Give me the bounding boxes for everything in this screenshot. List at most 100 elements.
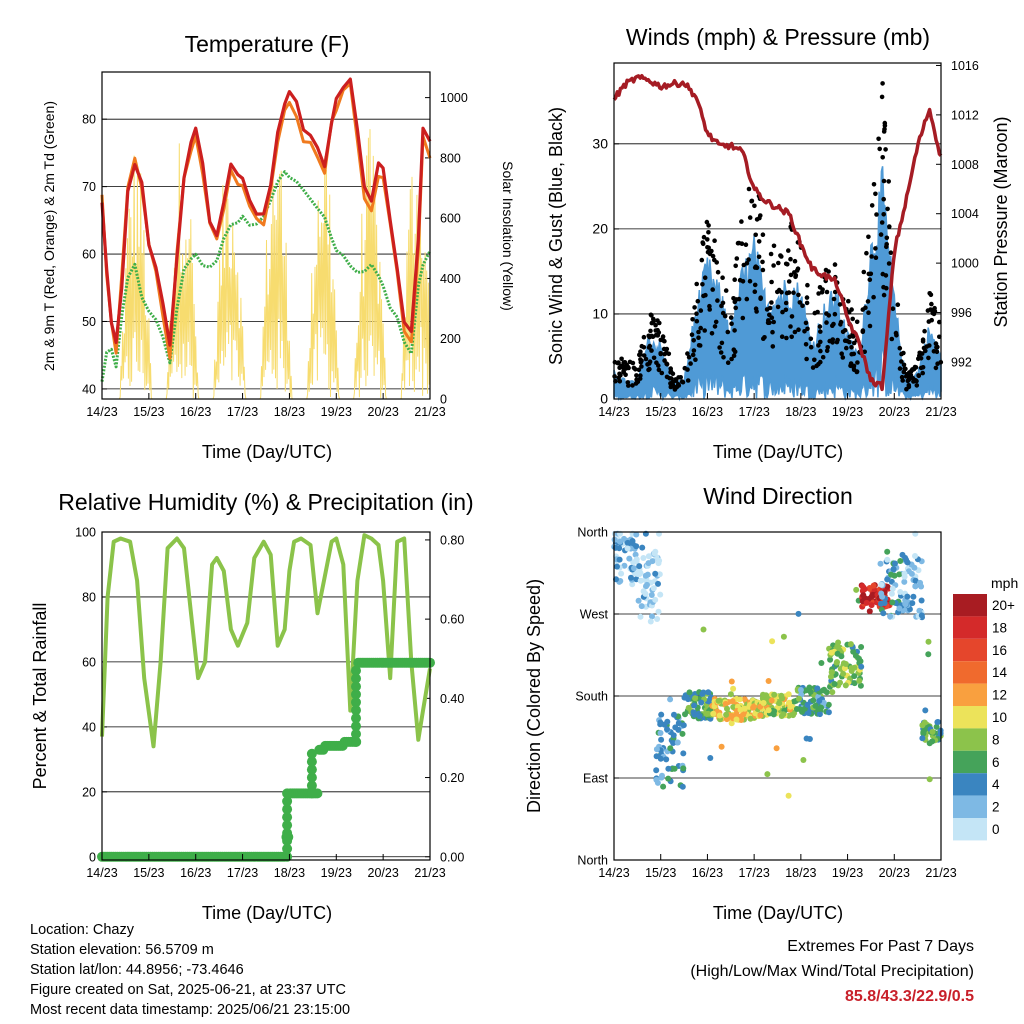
gust-point <box>732 277 737 283</box>
direction-point <box>680 722 687 729</box>
direction-point <box>919 735 926 742</box>
gust-point <box>793 274 798 280</box>
solar-y2tick-label: 400 <box>440 272 461 286</box>
solar-series <box>259 170 294 400</box>
gust-point <box>804 356 809 362</box>
gust-point <box>873 255 879 260</box>
winds-xtick-label: 19/23 <box>832 405 863 419</box>
gust-point <box>802 329 807 334</box>
direction-point <box>926 740 933 747</box>
gust-point <box>784 335 789 341</box>
direction-point <box>765 678 772 684</box>
station-latlon: Station lat/lon: 44.8956; -73.4646 <box>30 962 244 978</box>
gust-point <box>888 250 894 255</box>
gust-point <box>620 364 626 369</box>
gust-point <box>694 281 699 287</box>
extremes-box: Extremes For Past 7 Days (High/Low/Max W… <box>690 934 974 1009</box>
direction-point <box>652 570 659 577</box>
direction-point <box>654 779 661 786</box>
gust-point <box>732 328 737 333</box>
gust-point <box>709 331 715 336</box>
direction-point <box>825 709 832 716</box>
solar-series <box>212 184 247 400</box>
gust-point <box>660 334 666 339</box>
gust-point <box>733 263 738 269</box>
gust-point <box>725 360 731 366</box>
gust-point <box>849 351 854 357</box>
gust-point <box>769 300 774 305</box>
gust-point <box>643 356 649 362</box>
gust-point <box>693 357 698 363</box>
gust-point <box>897 366 903 371</box>
precip-point <box>306 788 317 799</box>
gust-point <box>831 321 836 327</box>
gust-point <box>847 339 852 345</box>
direction-point <box>888 590 895 597</box>
direction-point <box>884 583 891 590</box>
gust-point <box>783 300 789 306</box>
precip-point <box>282 804 293 815</box>
gust-point <box>846 298 851 304</box>
direction-point <box>814 685 821 692</box>
gust-point <box>838 319 844 325</box>
temperature-panel: Temperature (F) 2m & 9m T (Red, Orange) … <box>41 31 516 462</box>
gust-point <box>879 94 885 100</box>
gust-point <box>649 348 654 353</box>
direction-point <box>654 616 661 622</box>
direction-point <box>667 745 674 752</box>
gust-point <box>851 340 857 346</box>
gust-point <box>732 299 738 305</box>
direction-point <box>626 555 633 562</box>
gust-point <box>700 282 705 287</box>
gust-point <box>769 279 774 285</box>
temperature-ytick-label: 50 <box>82 315 96 329</box>
wind-direction-panel: Wind Direction Direction (Colored By Spe… <box>524 483 1018 923</box>
gust-point <box>879 220 885 225</box>
gust-point <box>796 327 801 333</box>
gust-point <box>707 307 712 312</box>
gust-point <box>752 289 758 295</box>
gust-point <box>746 257 751 262</box>
direction-point <box>705 689 712 696</box>
gust-point <box>729 321 734 327</box>
gust-point <box>881 212 886 217</box>
gust-point <box>695 298 701 304</box>
direction-point <box>637 613 644 620</box>
direction-point <box>730 685 737 692</box>
direction-point <box>818 660 825 666</box>
direction-point <box>901 573 908 580</box>
direction-point <box>618 570 625 577</box>
gust-point <box>756 239 762 244</box>
gust-point <box>656 367 662 373</box>
gust-point <box>771 319 776 325</box>
gust-point <box>926 355 931 361</box>
gust-point <box>624 362 629 368</box>
gust-point <box>702 275 708 281</box>
humidity-xtick-label: 20/23 <box>368 866 399 880</box>
gust-point <box>717 345 722 350</box>
direction-point <box>640 555 647 561</box>
gust-point <box>669 381 674 386</box>
direction-point <box>738 717 745 723</box>
direction-point <box>934 719 941 726</box>
precip-point <box>351 736 361 747</box>
gust-point <box>800 303 805 309</box>
gust-point <box>792 258 798 264</box>
gust-point <box>880 81 885 86</box>
gust-point <box>616 360 621 365</box>
gust-point <box>754 309 759 314</box>
direction-point <box>779 695 786 702</box>
gust-point <box>691 338 696 343</box>
gust-point <box>659 370 665 376</box>
gust-point <box>818 339 823 345</box>
colorbar-label: 18 <box>992 620 1007 635</box>
pressure-y2tick-label: 1000 <box>951 257 979 271</box>
gust-point <box>887 224 892 229</box>
direction-point <box>812 702 819 709</box>
gust-point <box>797 300 803 305</box>
direction-point <box>860 592 867 599</box>
direction-point <box>877 560 884 567</box>
gust-point <box>712 324 718 329</box>
gust-point <box>910 367 916 372</box>
direction-point <box>675 720 682 727</box>
